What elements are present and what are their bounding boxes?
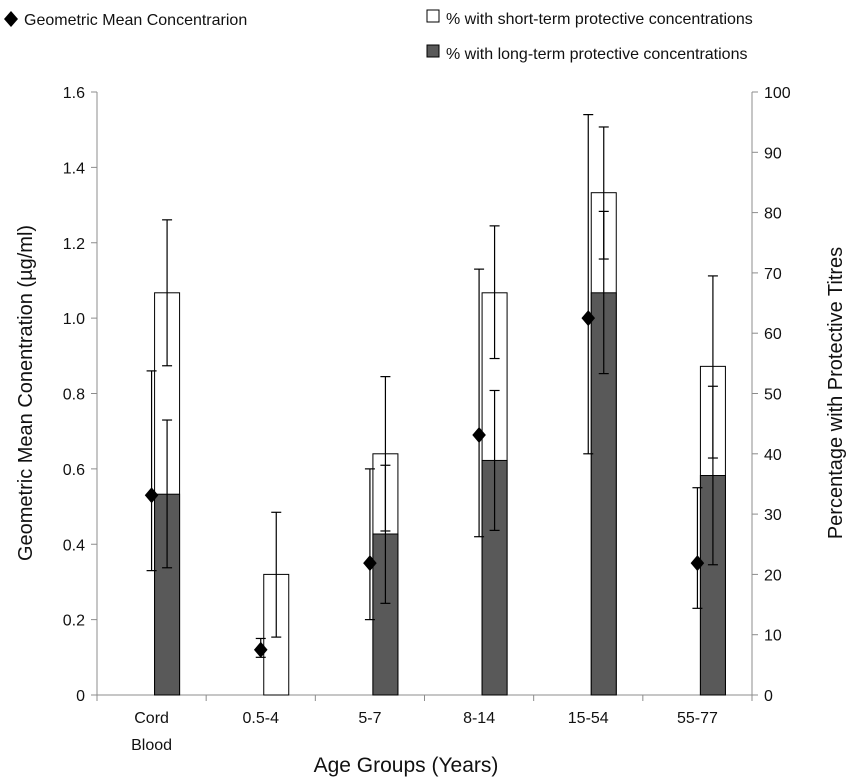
y-right-tick-label: 100 bbox=[764, 85, 791, 102]
geometric-mean-markers bbox=[144, 114, 705, 658]
y-left-tick-label: 0.4 bbox=[63, 537, 85, 554]
x-axis-title: Age Groups (Years) bbox=[314, 754, 499, 777]
x-tick-label: 15-54 bbox=[568, 710, 609, 727]
y-right-tick-label: 90 bbox=[764, 145, 782, 162]
legend-gmc-label: Geometric Mean Concentrarion bbox=[24, 12, 247, 29]
gmc-diamond bbox=[472, 426, 486, 443]
legend-diamond-icon bbox=[4, 11, 18, 27]
y-right-tick-label: 0 bbox=[764, 688, 773, 705]
tick-labels: 0 0.2 0.4 0.6 0.8 1.0 1.2 1.4 1.6 0 10 20 30 40 50 60 70… bbox=[63, 85, 791, 754]
y-right-tick-label: 20 bbox=[764, 567, 782, 584]
gmc-diamond bbox=[690, 555, 705, 572]
y-left-tick-label: 0.2 bbox=[63, 613, 85, 630]
gmc-diamond bbox=[144, 487, 159, 504]
gmc-diamond bbox=[363, 555, 377, 572]
x-tick-label-line2: Blood bbox=[131, 737, 172, 754]
y-right-tick-label: 40 bbox=[764, 447, 782, 464]
legend: Geometric Mean Concentrarion % with shor… bbox=[4, 9, 753, 63]
legend-long-term-label: % with long-term protective concentratio… bbox=[446, 46, 747, 63]
y-right-tick-label: 10 bbox=[764, 628, 782, 645]
y-axis-left-title: Geometric Mean Conentration (µg/ml) bbox=[15, 225, 37, 561]
axes bbox=[91, 91, 758, 701]
y-axis-right-title: Percentage with Protective Titres bbox=[825, 247, 847, 539]
x-tick-label: 8-14 bbox=[463, 710, 495, 727]
gmc-diamond bbox=[253, 641, 268, 658]
x-tick-label: 5-7 bbox=[358, 710, 381, 727]
y-left-tick-label: 0.6 bbox=[63, 462, 85, 479]
y-right-tick-label: 30 bbox=[764, 507, 782, 524]
y-right-tick-label: 80 bbox=[764, 206, 782, 223]
y-left-tick-label: 0 bbox=[76, 688, 85, 705]
y-left-tick-label: 0.8 bbox=[63, 387, 85, 404]
y-right-tick-label: 50 bbox=[764, 387, 782, 404]
x-tick-label: 55-77 bbox=[677, 710, 718, 727]
y-left-tick-label: 1.4 bbox=[63, 160, 85, 177]
y-right-tick-label: 60 bbox=[764, 326, 782, 343]
y-left-tick-label: 1.0 bbox=[63, 311, 85, 328]
bars bbox=[154, 126, 726, 696]
legend-short-term-label: % with short-term protective concentrati… bbox=[446, 11, 753, 28]
y-right-tick-label: 70 bbox=[764, 266, 782, 283]
legend-short-term-swatch bbox=[426, 9, 440, 23]
y-left-tick-label: 1.2 bbox=[63, 236, 85, 253]
legend-long-term-swatch bbox=[426, 44, 440, 58]
y-left-tick-label: 1.6 bbox=[63, 85, 85, 102]
gmc-diamond bbox=[581, 310, 596, 327]
x-tick-label: Cord bbox=[134, 710, 169, 727]
x-tick-label: 0.5-4 bbox=[243, 710, 280, 727]
